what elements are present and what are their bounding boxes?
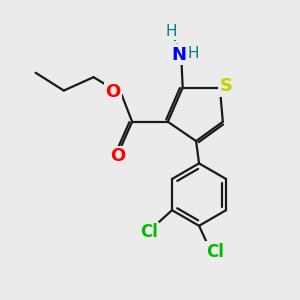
Text: Cl: Cl <box>140 224 158 242</box>
Text: S: S <box>219 77 232 95</box>
Text: O: O <box>110 147 125 165</box>
Text: Cl: Cl <box>206 243 224 261</box>
Text: H: H <box>188 46 200 61</box>
Text: H: H <box>166 24 177 39</box>
Text: O: O <box>105 83 121 101</box>
Text: N: N <box>171 46 186 64</box>
